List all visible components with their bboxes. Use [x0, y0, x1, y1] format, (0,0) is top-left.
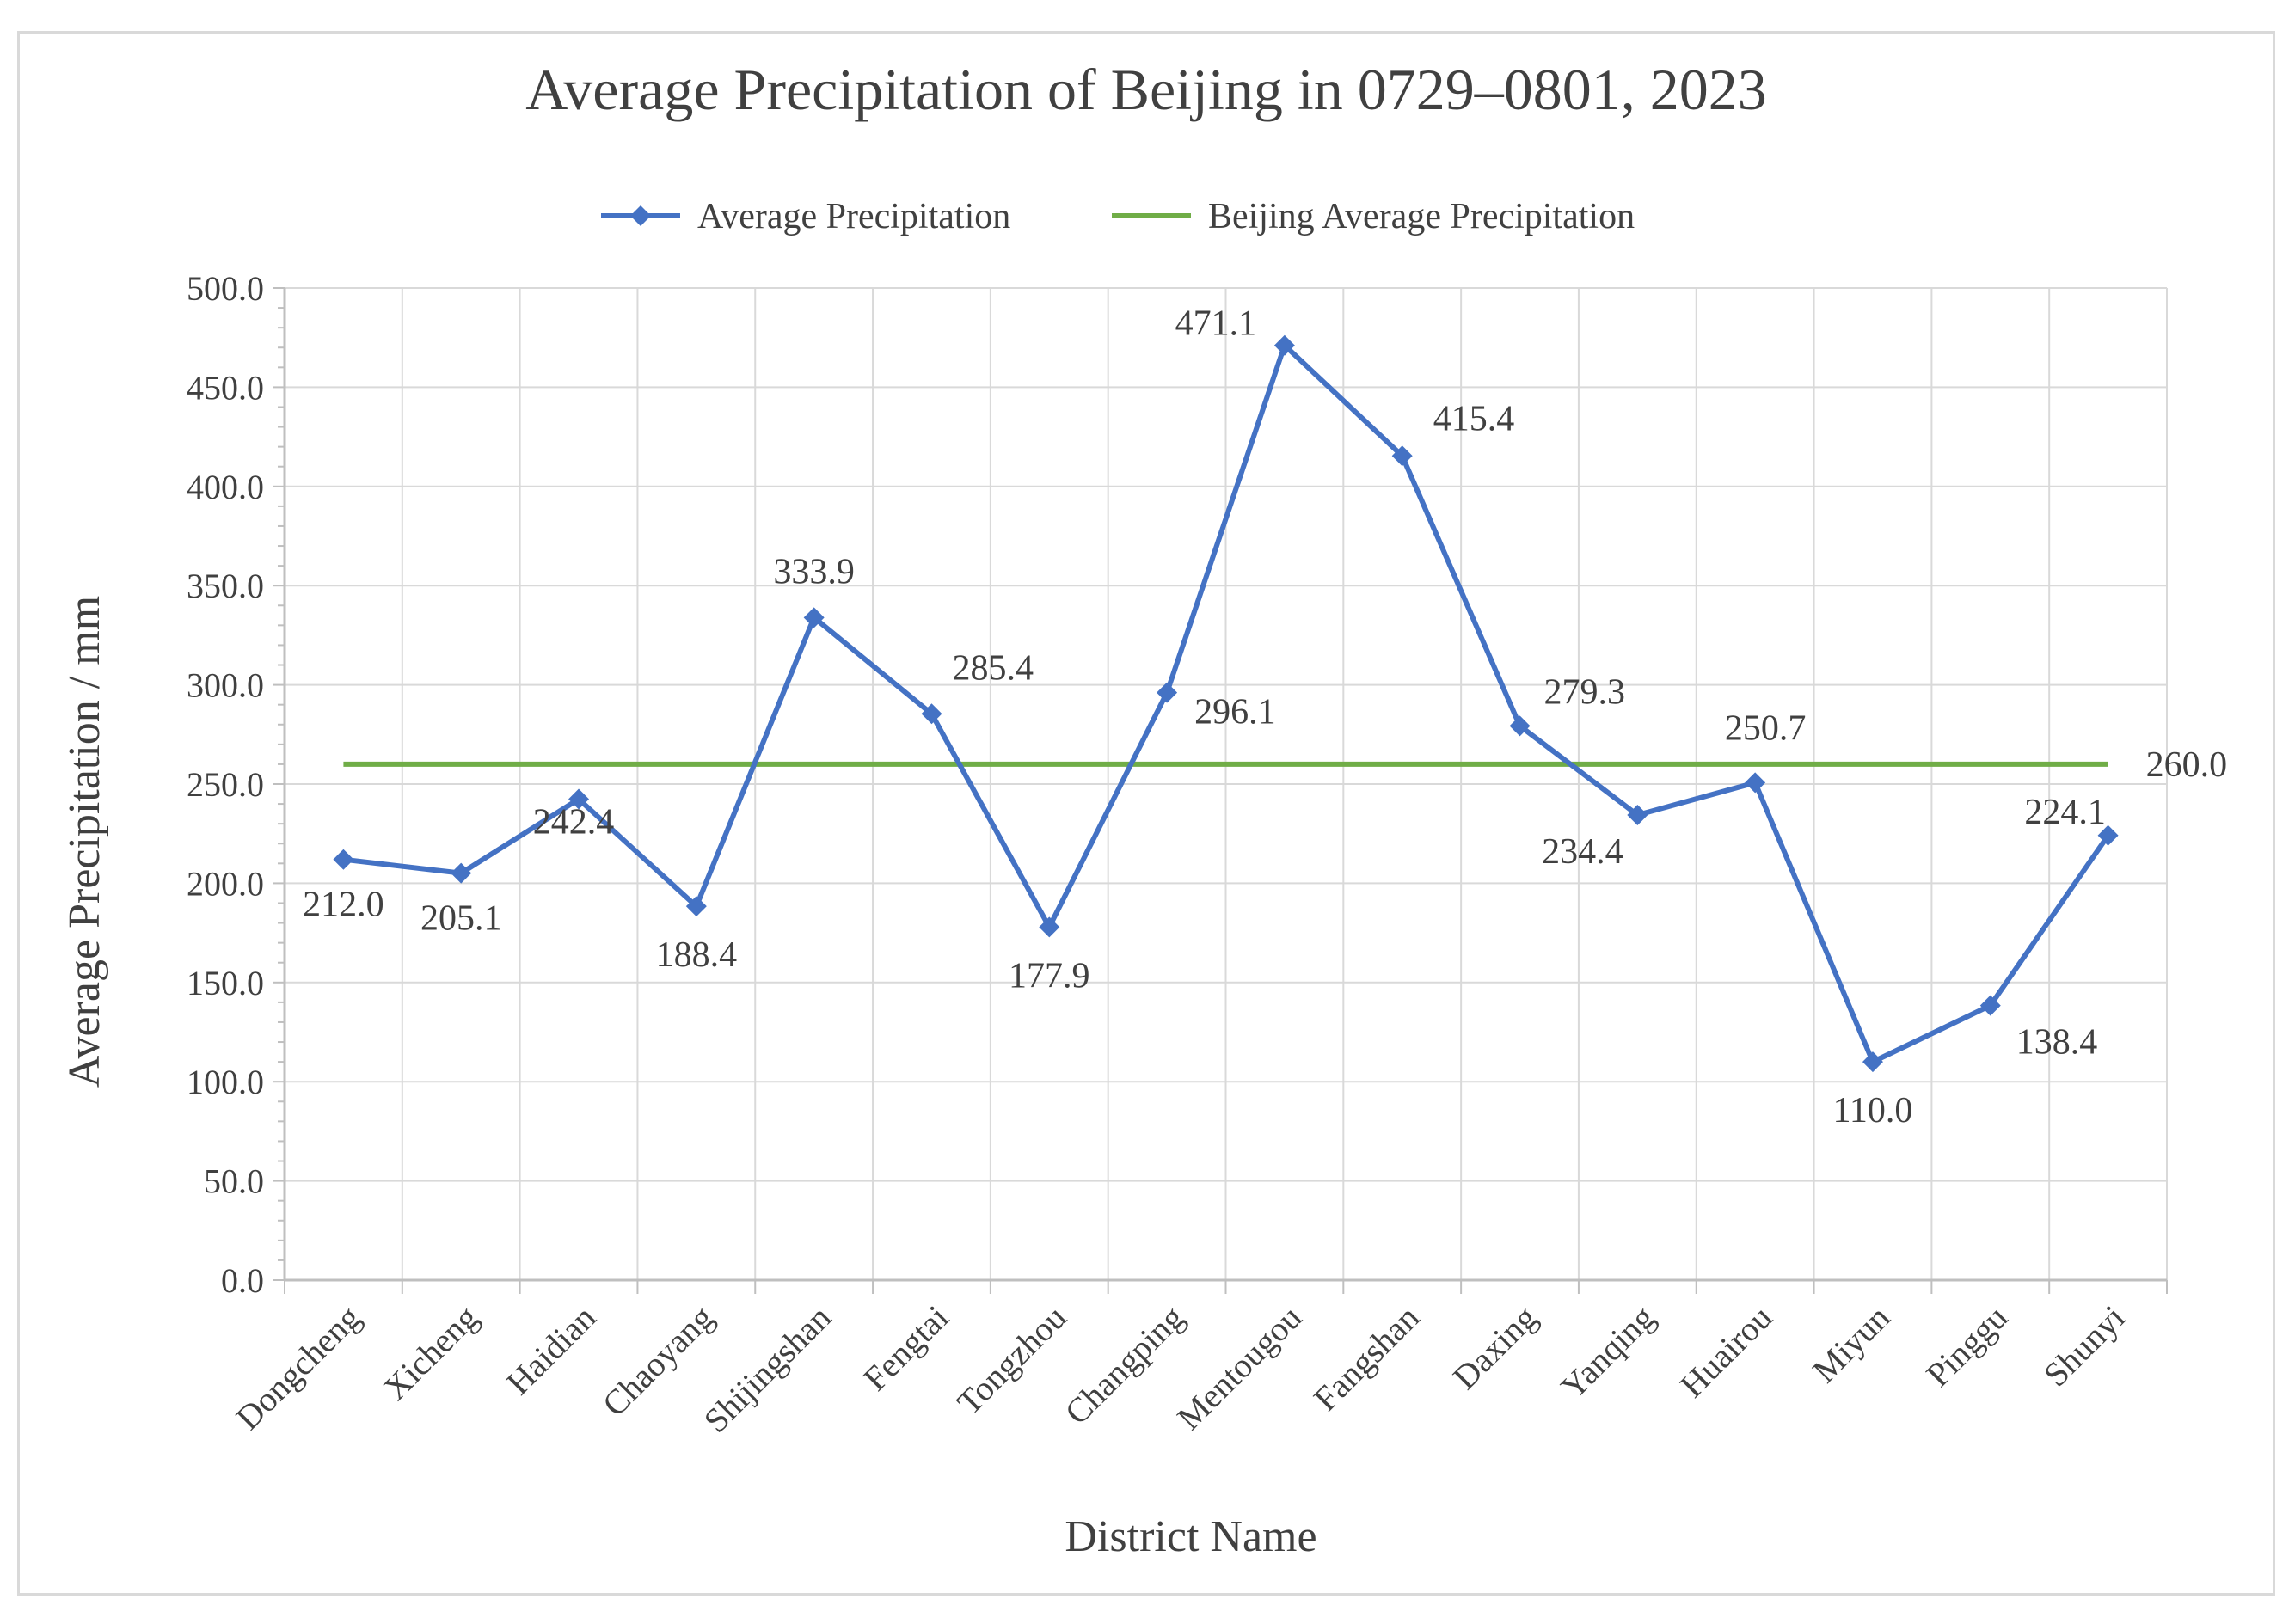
- x-axis-title: District Name: [1065, 1512, 1316, 1561]
- data-label: 177.9: [1009, 956, 1090, 996]
- data-point-marker: [803, 607, 825, 628]
- x-tick-label: Huairou: [1672, 1298, 1780, 1406]
- y-tick-label: 300.0: [187, 666, 264, 705]
- x-tick-label: Shijingshan: [696, 1298, 838, 1440]
- data-point-marker: [1039, 916, 1060, 938]
- data-label: 205.1: [420, 899, 502, 939]
- y-tick-label: 150.0: [187, 964, 264, 1002]
- data-label: 471.1: [1175, 304, 1257, 344]
- legend-label-beijing-average: Beijing Average Precipitation: [1208, 197, 1635, 236]
- y-tick-label: 450.0: [187, 368, 264, 407]
- data-label: 224.1: [2024, 793, 2106, 832]
- y-tick-label: 100.0: [187, 1063, 264, 1101]
- y-axis-title: Average Precipitation / mm: [60, 596, 109, 1088]
- y-tick-label: 400.0: [187, 468, 264, 506]
- average-precipitation-series: [333, 334, 2119, 1073]
- data-label: 250.7: [1725, 708, 1807, 748]
- data-label: 333.9: [773, 552, 855, 591]
- data-label: 296.1: [1194, 693, 1276, 732]
- x-tick-label: Dongcheng: [229, 1298, 368, 1437]
- data-label: 242.4: [533, 803, 615, 843]
- data-label: 212.0: [303, 886, 384, 925]
- legend: Average Precipitation Beijing Average Pr…: [601, 197, 1635, 236]
- data-point-marker: [1273, 334, 1295, 356]
- x-tick-labels: Dongcheng Xicheng HaidianChaoyangShijingsh…: [229, 1298, 2132, 1440]
- x-tick-label: Miyun: [1805, 1298, 1897, 1390]
- y-tick-label: 350.0: [187, 567, 264, 605]
- axes: [273, 287, 2168, 1294]
- data-point-marker: [685, 896, 707, 917]
- x-tick-label: Fangshan: [1306, 1298, 1427, 1419]
- data-point-marker: [1979, 995, 2001, 1016]
- x-tick-label: Fengtai: [856, 1298, 956, 1399]
- y-tick-label: 0.0: [221, 1261, 264, 1300]
- data-point-marker: [2097, 824, 2119, 846]
- data-label: 110.0: [1832, 1091, 1912, 1131]
- x-tick-label: Yanqing: [1553, 1298, 1661, 1406]
- average-precipitation-line: [343, 342, 2111, 1065]
- x-tick-label: Chaoyang: [595, 1298, 721, 1425]
- x-tick-label: Shunyi: [2036, 1298, 2132, 1394]
- data-point-marker: [568, 788, 590, 810]
- data-point-marker: [1745, 772, 1766, 794]
- data-point-marker: [1862, 1051, 1883, 1073]
- data-label: 138.4: [2016, 1023, 2098, 1063]
- legend-marker-average-precipitation: [630, 205, 651, 226]
- y-tick-label: 200.0: [187, 864, 264, 903]
- data-label: 415.4: [1433, 399, 1515, 438]
- x-tick-label: Pinggu: [1918, 1298, 2015, 1394]
- chart-title: Average Precipitation of Beijing in 0729…: [525, 57, 1766, 122]
- data-point-marker: [1509, 715, 1531, 737]
- data-point-marker: [333, 849, 354, 870]
- data-point-marker: [1391, 445, 1413, 467]
- data-point-marker: [451, 862, 472, 884]
- y-tick-label: 500.0: [187, 269, 264, 308]
- data-point-marker: [1627, 805, 1648, 826]
- y-tick-labels: 0.0 50.0 100.0 150.0 200.0 250.0 300.0 350.0 400…: [187, 269, 264, 1300]
- data-label: 234.4: [1542, 832, 1623, 872]
- data-label: 188.4: [656, 935, 738, 975]
- data-labels: 260.0 212.0 205.1 242.4 188.4 333.9 285.4 177.9…: [303, 304, 2227, 1131]
- x-tick-label: Xicheng: [376, 1298, 486, 1408]
- x-tick-label: Daxing: [1445, 1298, 1544, 1397]
- x-tick-label: Tongzhou: [949, 1298, 1074, 1423]
- data-point-marker: [1157, 682, 1178, 703]
- x-tick-label: Mentougou: [1169, 1298, 1309, 1437]
- legend-label-average-precipitation: Average Precipitation: [697, 197, 1010, 236]
- gridlines: [285, 287, 2168, 1280]
- data-point-marker: [921, 703, 942, 725]
- y-tick-label: 250.0: [187, 765, 264, 804]
- chart-frame: Average Precipitation of Beijing in 0729…: [17, 31, 2275, 1596]
- y-tick-label: 50.0: [204, 1162, 264, 1201]
- data-label: 279.3: [1544, 672, 1626, 712]
- line-chart: Average Precipitation of Beijing in 0729…: [60, 57, 2227, 1561]
- beijing-average-label: 260.0: [2146, 745, 2228, 785]
- x-tick-label: Haidian: [499, 1298, 603, 1402]
- data-label: 285.4: [952, 648, 1034, 688]
